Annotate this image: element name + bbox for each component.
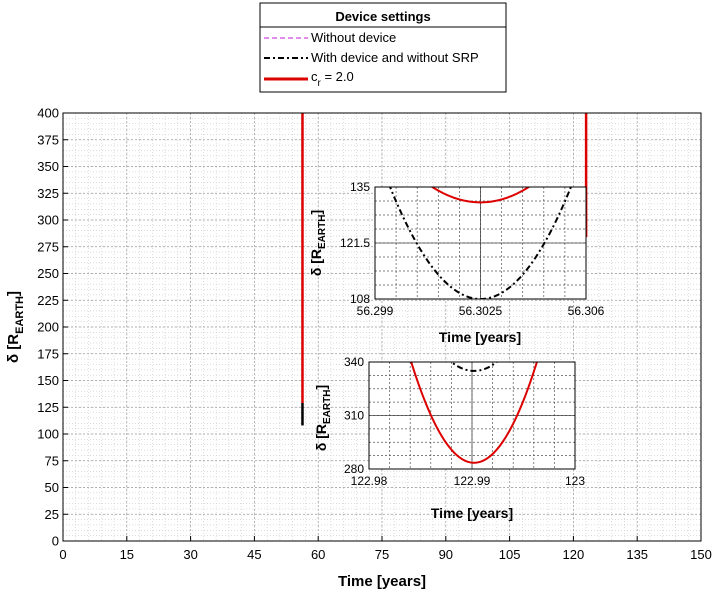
- x-tick-label: 75: [375, 547, 389, 562]
- legend-entry-with-device: With device and without SRP: [311, 50, 479, 65]
- inset-lower-grid: [369, 362, 575, 469]
- y-tick-label: 250: [37, 266, 59, 281]
- y-tick-label: 275: [37, 239, 59, 254]
- y-tick-label: 25: [45, 507, 59, 522]
- inset-lower-series: [410, 362, 538, 464]
- y-tick-label: 175: [37, 346, 59, 361]
- main-plot: 0 15 30 45 60 75 90 105 120 135 150 0 25 50 75 100 125 1…: [5, 106, 712, 591]
- x-tick-label: 105: [499, 547, 521, 562]
- y-tick-label: 400: [37, 106, 59, 121]
- inset-upper-x-axis-title: Time [years]: [439, 329, 521, 345]
- inset-y-tick-label: 340: [344, 355, 364, 369]
- inset-x-tick-label: 56.3025: [459, 304, 503, 318]
- main-y-ticks: 0 25 50 75 100 125 150 175 200 225 250 275 300 325 350…: [37, 106, 68, 549]
- y-tick-label: 50: [45, 480, 59, 495]
- inset-y-tick-label: 108: [350, 292, 370, 306]
- inset-y-tick-label: 135: [350, 180, 370, 194]
- legend-box: [259, 2, 507, 93]
- legend-entry-without-device: Without device: [311, 30, 396, 45]
- inset-series-line-0: [388, 187, 573, 299]
- x-tick-label: 0: [59, 547, 66, 562]
- inset-x-tick-label: 56.306: [568, 304, 605, 318]
- inset-series-line-0: [449, 362, 499, 372]
- inset-lower-ticks: 122.98 122.99 123 280 310 340: [344, 355, 585, 488]
- inset-series-line-1: [430, 187, 531, 204]
- y-tick-label: 350: [37, 159, 59, 174]
- y-tick-label: 375: [37, 132, 59, 147]
- inset-upper-frame: [374, 186, 587, 300]
- x-tick-label: 90: [439, 547, 453, 562]
- y-tick-label: 225: [37, 293, 59, 308]
- inset-x-tick-label: 123: [565, 474, 585, 488]
- inset-x-tick-label: 122.99: [454, 474, 491, 488]
- main-x-axis-title: Time [years]: [338, 573, 426, 590]
- y-tick-label: 300: [37, 213, 59, 228]
- inset-upper-plot: 56.299 56.3025 56.306 108 121.5 135 Time [yea…: [308, 180, 605, 345]
- y-tick-label: 150: [37, 373, 59, 388]
- inset-x-tick-label: 122.98: [351, 474, 388, 488]
- x-tick-label: 135: [626, 547, 648, 562]
- inset-upper-y-axis-title: δ [REARTH]: [308, 210, 328, 276]
- x-tick-label: 45: [247, 547, 261, 562]
- legend-entry-cr: cr = 2.0: [311, 69, 354, 89]
- inset-lower-plot: 122.98 122.99 123 280 310 340 Time [years] δ …: [313, 355, 585, 521]
- y-tick-label: 100: [37, 427, 59, 442]
- inset-lower-frame: [368, 361, 576, 470]
- legend: Device settings Without device With devi…: [259, 2, 507, 93]
- x-tick-label: 30: [183, 547, 197, 562]
- y-tick-label: 75: [45, 453, 59, 468]
- y-tick-label: 0: [52, 534, 59, 549]
- y-tick-label: 125: [37, 400, 59, 415]
- y-tick-label: 325: [37, 186, 59, 201]
- legend-title: Device settings: [335, 9, 430, 24]
- x-tick-label: 60: [311, 547, 325, 562]
- y-tick-label: 200: [37, 320, 59, 335]
- inset-upper-series: [388, 187, 573, 299]
- x-tick-label: 120: [563, 547, 585, 562]
- inset-x-tick-label: 56.299: [357, 304, 394, 318]
- inset-y-tick-label: 310: [344, 409, 364, 423]
- x-tick-label: 15: [120, 547, 134, 562]
- inset-series-line-1: [410, 362, 538, 464]
- main-x-ticks: 0 15 30 45 60 75 90 105 120 135 150: [59, 536, 712, 562]
- inset-lower-x-axis-title: Time [years]: [431, 505, 513, 521]
- x-tick-label: 150: [690, 547, 712, 562]
- inset-upper-ticks: 56.299 56.3025 56.306 108 121.5 135: [340, 180, 605, 318]
- inset-lower-y-axis-title: δ [REARTH]: [313, 385, 333, 451]
- main-y-axis-title: δ [REARTH]: [5, 291, 26, 363]
- inset-y-tick-label: 121.5: [340, 236, 370, 250]
- inset-y-tick-label: 280: [344, 462, 364, 476]
